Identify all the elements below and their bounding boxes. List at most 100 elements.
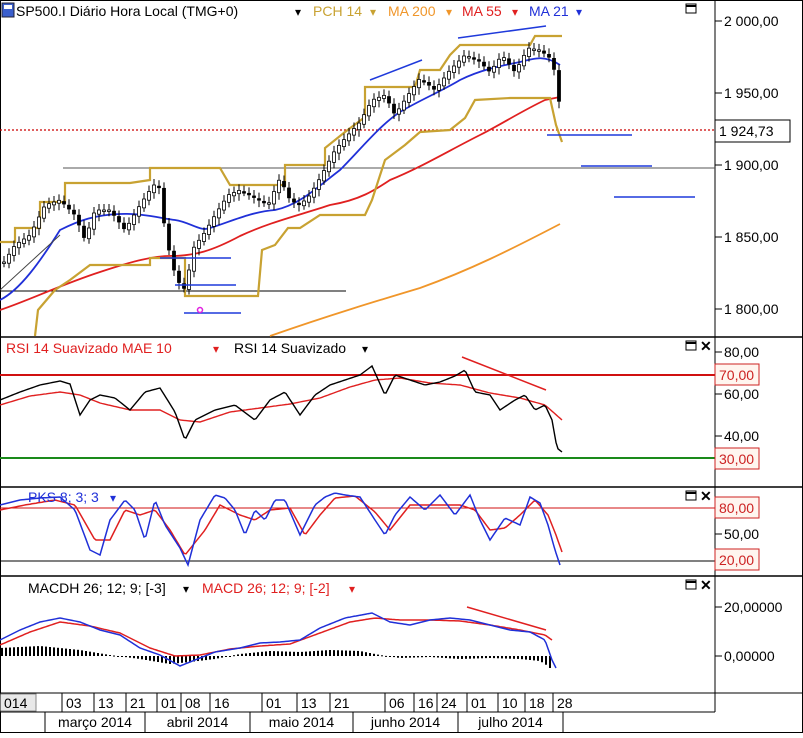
candle-body [112,210,116,216]
candle-body [7,253,11,264]
macd-histogram-bar [441,656,443,658]
candle-body [2,261,6,264]
month-label: maio 2014 [269,714,335,730]
dropdown-arrow-icon[interactable]: ▾ [349,582,355,596]
close-icon[interactable]: ✕ [700,577,712,593]
macd-histogram-bar [361,651,363,656]
dropdown-arrow-icon[interactable]: ▾ [213,342,219,356]
pch-lower-line [33,96,564,337]
rsi-lower-value: 30,00 [719,451,754,467]
macd-histogram-bar [453,656,455,659]
macd-histogram-bar [221,656,223,658]
macd-histogram-bar [249,653,251,656]
dropdown-arrow-icon[interactable]: ▾ [512,5,518,19]
candle-body [217,208,221,219]
macd-histogram-bar [357,650,359,656]
legend-pch[interactable]: PCH 14 [313,3,362,19]
legend-ma55[interactable]: MA 55 [462,3,502,19]
macdh-title[interactable]: MACDH 26; 12; 9; [-3] [28,580,166,596]
macd-histogram-bar [437,656,439,658]
macd-histogram-bar [21,646,23,656]
dropdown-arrow-icon[interactable]: ▾ [576,5,582,19]
price-panel[interactable]: SP500.I Diário Hora Local (TMG+0) ▾ PCH … [0,2,715,337]
macd-histogram-bar [369,653,371,656]
candle-body [527,47,531,57]
dropdown-arrow-icon[interactable]: ▾ [370,5,376,19]
stochastic-axis: 50,00 80,00 20,00 [714,496,760,571]
close-icon[interactable]: ✕ [700,338,712,354]
macd-histogram-bar [497,656,499,659]
macd-histogram-bar [509,656,511,659]
dropdown-arrow-icon[interactable]: ▾ [362,342,368,356]
price-tick: 1 900,00 [724,157,779,173]
macd-histogram-bar [69,649,71,656]
macd-title[interactable]: MACD 26; 12; 9; [-2] [202,580,330,596]
macd-histogram-bar [189,656,191,662]
maximize-icon[interactable] [685,340,697,351]
macd-histogram-bar [101,653,103,656]
macd-histogram-bar [485,656,487,659]
macd-histogram-bar [137,656,139,659]
candle-body [82,225,86,238]
candle-body [57,199,61,204]
macd-histogram-bar [297,651,299,656]
macd-histogram-bar [313,651,315,656]
candle-body [502,57,506,61]
macd-histogram-bar [9,647,11,656]
day-label: 18 [529,695,545,711]
macd-histogram-bar [217,656,219,659]
day-label: 13 [301,695,317,711]
rsi-tick: 60,00 [724,386,759,402]
close-icon[interactable]: ✕ [700,488,712,504]
macd-histogram-bar [57,647,59,656]
dropdown-arrow-icon[interactable]: ▾ [183,582,189,596]
macd-histogram-bar [97,653,99,656]
macd-histogram-bar [33,646,35,656]
macd-histogram-bar [329,650,331,656]
macd-panel[interactable]: MACDH 26; 12; 9; [-3] ▾ MACD 26; 12; 9; … [0,577,712,669]
macd-histogram-bar [49,647,51,656]
legend-ma200[interactable]: MA 200 [388,3,436,19]
macd-histogram-bar [125,656,127,658]
dropdown-arrow-icon[interactable]: ▾ [295,5,301,19]
stoch-upper-badge [714,496,760,519]
candle-body [162,187,166,224]
candle-body [387,96,391,104]
stoch-title[interactable]: PKS 8; 3; 3 [28,489,99,505]
candle-body [152,184,156,194]
maximize-icon[interactable] [685,490,697,501]
rsi-panel[interactable]: RSI 14 Suavizado MAE 10 ▾ RSI 14 Suaviza… [0,338,715,459]
maximize-icon[interactable] [685,579,697,590]
candle-body [212,216,216,227]
macd-histogram-bar [529,656,531,660]
candle-body [307,195,311,203]
macd-histogram-bar [29,646,31,656]
rsi-ema-title[interactable]: RSI 14 Suavizado MAE 10 [6,340,172,356]
stoch-signal-line [0,495,563,555]
candle-body [252,195,256,198]
candle-body [32,226,36,238]
stochastic-panel[interactable]: PKS 8; 3; 3 ▾ ✕ [0,488,715,568]
candle-body [497,58,501,68]
candle-body [452,65,456,73]
price-tick: 1 800,00 [724,301,779,317]
legend-ma21[interactable]: MA 21 [529,3,569,19]
candle-body [292,198,296,203]
rsi-title[interactable]: RSI 14 Suavizado [234,340,346,356]
macd-histogram-bar [533,656,535,661]
candle-body [157,185,161,189]
candle-body [377,96,381,101]
macd-histogram-bar [141,656,143,660]
candle-body [52,201,56,206]
price-tick: 1 950,00 [724,85,779,101]
candle-body [382,94,386,99]
macd-histogram-bar [233,655,235,657]
macd-histogram-bar [489,656,491,658]
time-axis[interactable]: 014 03 13 21 01 08 16 01 13 21 06 16 24 01 10 18 28 març… [0,693,573,733]
candle-body [317,179,321,190]
maximize-icon[interactable] [685,3,697,14]
dropdown-arrow-icon[interactable]: ▾ [446,5,452,19]
candle-body [142,198,146,209]
macd-histogram-bar [381,655,383,657]
dropdown-arrow-icon[interactable]: ▾ [110,491,116,505]
